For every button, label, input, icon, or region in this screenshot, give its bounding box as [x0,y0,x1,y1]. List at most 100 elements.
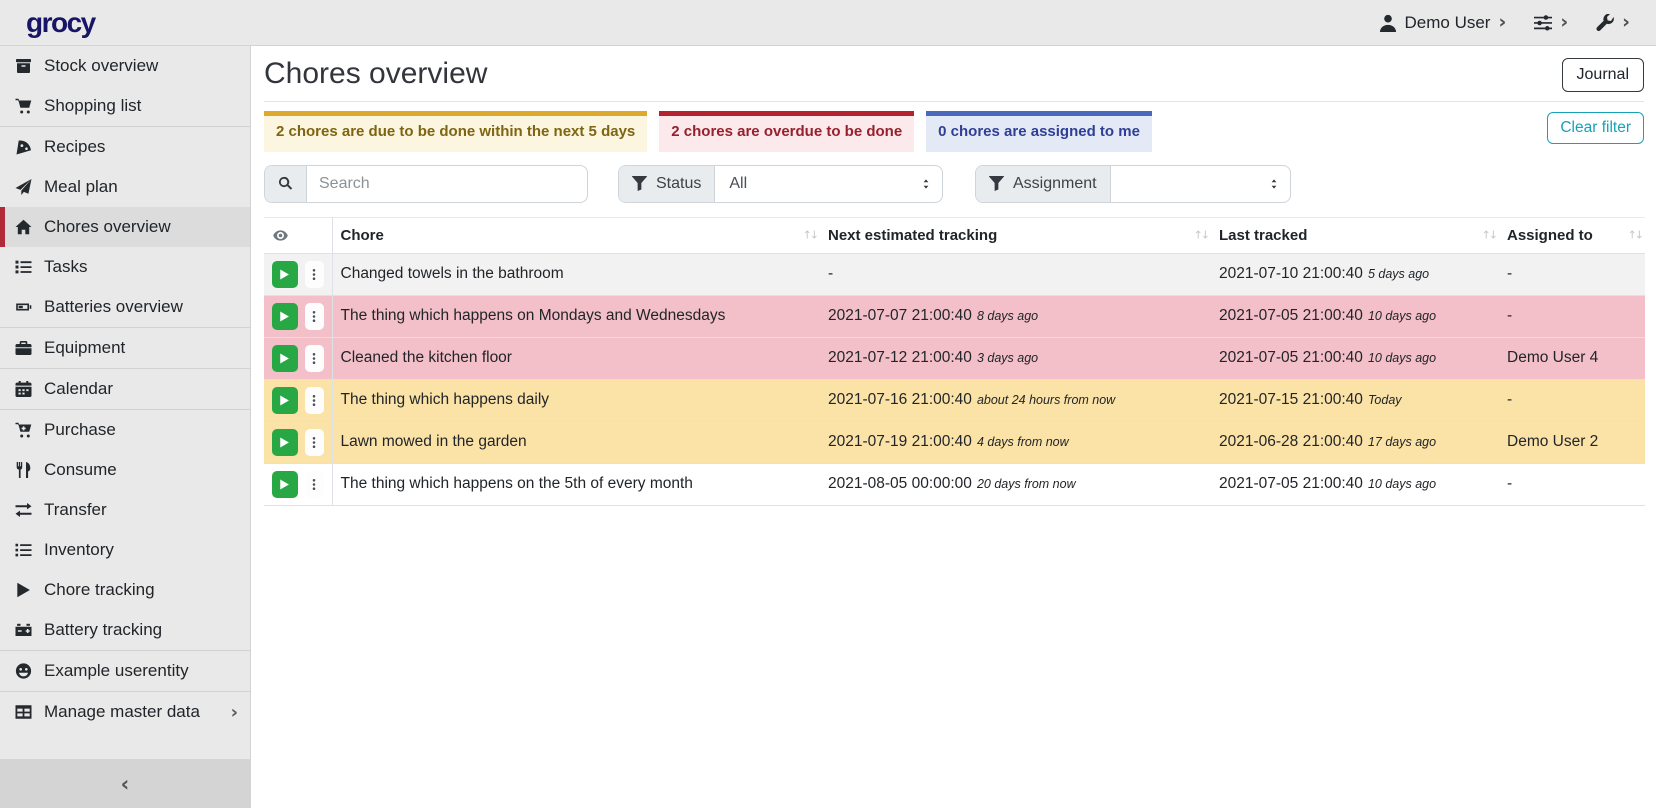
sidebar-item-calendar[interactable]: Calendar [0,369,250,409]
sidebar-item-label: Recipes [44,137,106,156]
battery-icon [14,299,33,315]
car-battery-icon [14,622,33,638]
due-soon-summary-card[interactable]: 2 chores are due to be done within the n… [264,111,648,152]
sidebar-item-example-userentity[interactable]: Example userentity [0,651,250,691]
sort-icon: ↑↓ [1193,228,1211,242]
pizza-slice-icon [14,139,33,155]
sidebar-item-batteries-overview[interactable]: Batteries overview [0,287,250,327]
next-tracking-relative: 4 days from now [976,435,1069,450]
utensils-icon [14,462,33,478]
next-tracking-time: - [828,265,834,283]
chore-name: The thing which happens daily [340,391,550,409]
sidebar-collapse-button[interactable]: ‹ [0,759,250,808]
sidebar-item-label: Transfer [44,500,107,519]
chore-name: Lawn mowed in the garden [340,433,527,451]
sidebar-item-label: Consume [44,460,117,479]
last-tracked-relative: 5 days ago [1367,267,1430,282]
calendar-icon [14,381,33,397]
next-tracking-time: 2021-07-19 21:00:40 [828,433,972,451]
sidebar-item-label: Equipment [44,338,126,357]
sidebar-item-consume[interactable]: Consume [0,450,250,490]
journal-button[interactable]: Journal [1561,58,1644,92]
chore-row-menu-button[interactable] [304,470,324,498]
status-filter-label: Status [656,174,702,192]
sidebar-item-chores-overview[interactable]: Chores overview [0,207,250,247]
play-icon [279,479,290,490]
user-menu-label: Demo User [1404,12,1491,32]
sidebar-item-inventory[interactable]: Inventory [0,530,250,570]
track-chore-execution-button[interactable] [272,344,298,372]
assigned-to-value: Demo User 2 [1507,433,1599,451]
chevron-right-icon: › [230,701,238,723]
search-input[interactable] [307,165,587,202]
track-chore-execution-button[interactable] [272,386,298,414]
sidebar-item-meal-plan[interactable]: Meal plan [0,167,250,207]
sidebar-item-label: Shopping list [44,96,142,115]
status-select[interactable]: All [715,166,942,202]
last-tracked-time: 2021-07-05 21:00:40 [1219,307,1363,325]
table-row: The thing which happens on Mondays and W… [264,295,1645,338]
sidebar-item-manage-master-data[interactable]: Manage master data › [0,692,250,732]
chore-row-menu-button[interactable] [304,260,324,288]
sidebar-item-purchase[interactable]: Purchase [0,410,250,450]
track-chore-execution-button[interactable] [272,260,298,288]
ellipsis-vertical-icon [308,436,320,449]
list-icon [14,542,33,558]
table-row: Changed towels in the bathroom - 2021-07… [264,253,1645,296]
column-header-chore[interactable]: Chore ↑↓ [332,216,820,254]
track-chore-execution-button[interactable] [272,302,298,330]
grocy-logo[interactable]: grocy [26,6,96,38]
chevron-right-icon: › [1622,11,1630,33]
chore-name: The thing which happens on the 5th of ev… [340,475,693,493]
sidebar-item-shopping-list[interactable]: Shopping list [0,86,250,126]
sidebar-item-label: Battery tracking [44,620,163,639]
chore-name: The thing which happens on Mondays and W… [340,307,726,325]
sidebar-item-battery-tracking[interactable]: Battery tracking [0,610,250,650]
filter-icon [632,176,647,192]
ellipsis-vertical-icon [308,394,320,407]
sidebar-item-recipes[interactable]: Recipes [0,127,250,167]
sidebar-item-transfer[interactable]: Transfer [0,490,250,530]
assigned-to-me-summary-card[interactable]: 0 chores are assigned to me [926,111,1152,152]
sidebar-divider [0,409,250,410]
assignment-select[interactable] [1111,166,1290,202]
sidebar-item-label: Meal plan [44,177,118,196]
sidebar-item-tasks[interactable]: Tasks [0,247,250,287]
sidebar-item-stock-overview[interactable]: Stock overview [0,46,250,86]
track-chore-execution-button[interactable] [272,428,298,456]
table-row: The thing which happens on the 5th of ev… [264,463,1645,506]
admin-menu[interactable]: › [1596,13,1630,32]
status-filter-addon: Status [619,165,716,202]
sidebar-item-equipment[interactable]: Equipment [0,328,250,368]
column-header-assigned-to[interactable]: Assigned to ↑↓ [1499,216,1645,254]
sidebar-item-chore-tracking[interactable]: Chore tracking [0,570,250,610]
search-icon [278,176,293,191]
settings-menu[interactable]: › [1534,13,1568,32]
last-tracked-relative: 10 days ago [1367,351,1437,366]
chevron-left-icon: ‹ [120,771,130,796]
sidebar-item-label: Tasks [44,257,88,276]
eye-icon [272,228,289,243]
clear-filter-button[interactable]: Clear filter [1547,112,1644,144]
tasks-icon [14,259,33,275]
track-chore-execution-button[interactable] [272,470,298,498]
last-tracked-relative: 10 days ago [1367,309,1437,324]
overdue-summary-card[interactable]: 2 chores are overdue to be done [659,111,915,152]
sidebar-item-label: Chore tracking [44,580,155,599]
column-header-last-tracked[interactable]: Last tracked ↑↓ [1211,216,1499,254]
chore-row-menu-button[interactable] [304,344,324,372]
sidebar-item-label: Inventory [44,540,114,559]
column-visibility-header[interactable] [264,216,333,254]
ellipsis-vertical-icon [308,352,320,365]
sliders-icon [1534,14,1553,32]
play-icon [279,395,290,406]
user-menu[interactable]: Demo User › [1379,12,1506,33]
chore-row-menu-button[interactable] [304,386,324,414]
chore-row-menu-button[interactable] [304,302,324,330]
column-header-next-estimated-tracking[interactable]: Next estimated tracking ↑↓ [820,216,1211,254]
sidebar: Stock overview Shopping list Recipes Mea… [0,46,251,808]
status-filter-group: Status All [618,164,943,203]
chore-row-menu-button[interactable] [304,428,324,456]
user-icon [1379,14,1397,32]
table-row: The thing which happens daily 2021-07-16… [264,379,1645,422]
